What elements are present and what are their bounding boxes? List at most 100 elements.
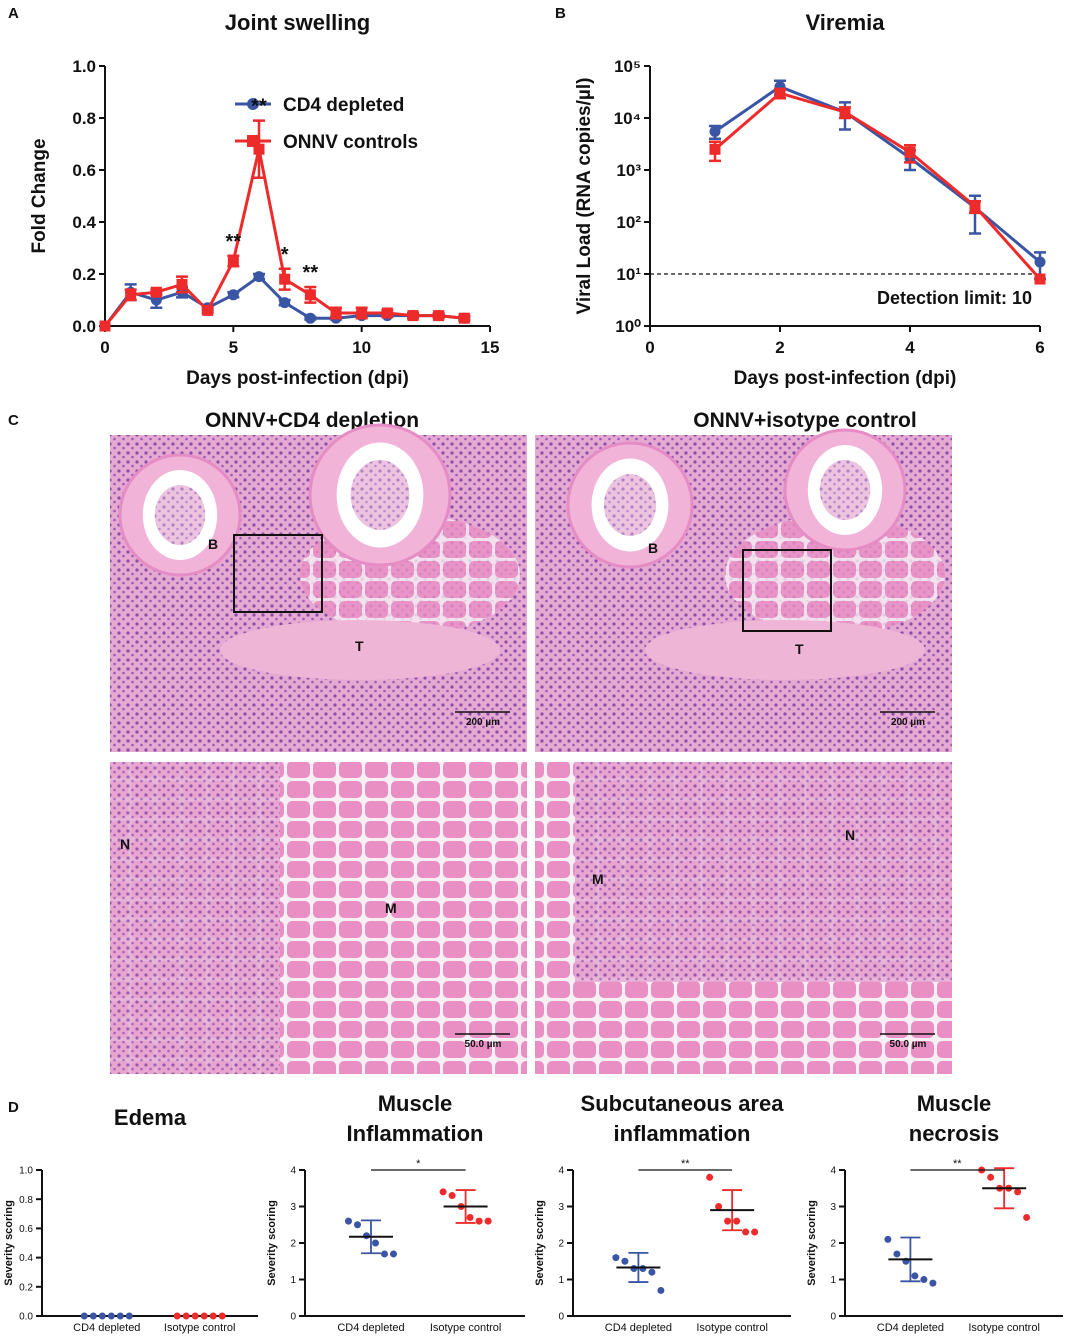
marrow-cells (350, 460, 410, 530)
data-point (182, 1312, 190, 1320)
significance-label: ** (953, 1158, 962, 1170)
legend-label: CD4 depleted (283, 95, 404, 116)
x-tick-label: 6 (1035, 338, 1044, 357)
data-point (89, 1312, 97, 1320)
y-tick-label: 3 (290, 1202, 296, 1213)
marker (304, 289, 316, 301)
marker (279, 273, 291, 285)
data-point (484, 1217, 492, 1225)
data-point (630, 1265, 638, 1273)
x-tick-label: 2 (775, 338, 784, 357)
marker (1034, 256, 1046, 268)
data-point (363, 1232, 370, 1240)
annotation: ** (251, 96, 267, 118)
data-point (1023, 1213, 1031, 1221)
x-axis-label: Days post-infection (dpi) (186, 368, 409, 389)
data-point (1014, 1188, 1022, 1196)
marker (202, 304, 214, 316)
tendon (220, 620, 500, 680)
tissue-label: M (385, 900, 397, 916)
data-point (724, 1217, 732, 1225)
y-tick-label: 0.2 (19, 1282, 33, 1293)
tissue-label: B (648, 540, 658, 556)
threshold-label: Detection limit: 10 (877, 288, 1032, 308)
data-point (751, 1228, 759, 1236)
y-axis-label: Fold Change (29, 138, 50, 253)
chart-title: Edema (114, 1105, 187, 1130)
y-axis-label: Severity scoring (534, 1200, 546, 1286)
y-tick-label: 10⁰ (615, 317, 641, 336)
y-axis-label: Severity scoring (806, 1200, 818, 1286)
panel-label: C (8, 412, 19, 429)
y-tick-label: 3 (558, 1202, 564, 1213)
y-tick-label: 0.0 (72, 317, 96, 336)
marker (433, 310, 445, 322)
data-point (191, 1312, 199, 1320)
y-tick-label: 1 (558, 1275, 564, 1286)
tissue-label: T (795, 641, 804, 657)
tissue-label: N (845, 827, 855, 843)
data-point (80, 1312, 88, 1320)
marrow-cells (603, 474, 657, 536)
marker (839, 106, 851, 118)
marker (227, 255, 239, 267)
y-axis-label: Viral Load (RNA copies/µl) (574, 78, 595, 315)
x-tick-label: Isotype control (968, 1322, 1040, 1334)
legend-marker (247, 98, 259, 110)
marker (279, 297, 291, 309)
chart-title: necrosis (909, 1121, 1000, 1146)
y-axis-label: Severity scoring (3, 1200, 15, 1286)
scale-bar-label: 200 µm (891, 717, 925, 728)
series-line (714, 85, 1041, 264)
zoom-box (742, 549, 832, 632)
y-tick-label: 10¹ (616, 265, 641, 284)
y-tick-label: 0.6 (19, 1224, 33, 1235)
data-point (742, 1228, 750, 1236)
y-tick-label: 0 (558, 1312, 564, 1323)
y-tick-label: 0.4 (19, 1253, 33, 1264)
marker (356, 307, 368, 319)
x-tick-label: CD4 depleted (605, 1322, 672, 1334)
data-point (125, 1312, 133, 1320)
marker (904, 146, 916, 158)
data-point (475, 1217, 483, 1225)
data-point (920, 1276, 928, 1283)
chart-title: Inflammation (347, 1121, 484, 1146)
y-tick-label: 2 (830, 1239, 836, 1250)
y-tick-label: 0 (830, 1312, 836, 1323)
marrow-cells (819, 460, 871, 520)
y-tick-label: 0.2 (72, 265, 96, 284)
legend-marker (247, 135, 259, 147)
marker (709, 126, 721, 138)
infiltrate (110, 762, 280, 1074)
series-line (714, 91, 1042, 281)
data-point (390, 1250, 397, 1258)
x-tick-label: Isotype control (696, 1322, 768, 1334)
marker (304, 312, 316, 324)
tissue-label: T (355, 638, 364, 654)
y-tick-label: 1.0 (72, 57, 96, 76)
data-point (648, 1268, 656, 1276)
x-tick-label: 5 (229, 338, 238, 357)
y-tick-label: 2 (558, 1239, 564, 1250)
tissue-label: N (120, 836, 130, 852)
tissue-label: M (592, 871, 604, 887)
y-tick-label: 10⁵ (614, 57, 641, 76)
scale-bar-label: 200 µm (466, 717, 500, 728)
scale-bar-label: 50.0 µm (465, 1039, 502, 1050)
x-tick-label: 0 (100, 338, 109, 357)
data-point (354, 1221, 361, 1229)
y-tick-label: 0.6 (72, 161, 96, 180)
x-tick-label: Isotype control (164, 1322, 236, 1334)
marker (176, 278, 188, 290)
x-tick-label: 0 (645, 338, 654, 357)
marker (774, 87, 786, 99)
data-point (98, 1312, 106, 1320)
y-tick-label: 10³ (616, 161, 641, 180)
data-point (733, 1217, 741, 1225)
tendon (645, 620, 925, 680)
significance-label: * (416, 1158, 421, 1170)
y-tick-label: 2 (290, 1239, 296, 1250)
